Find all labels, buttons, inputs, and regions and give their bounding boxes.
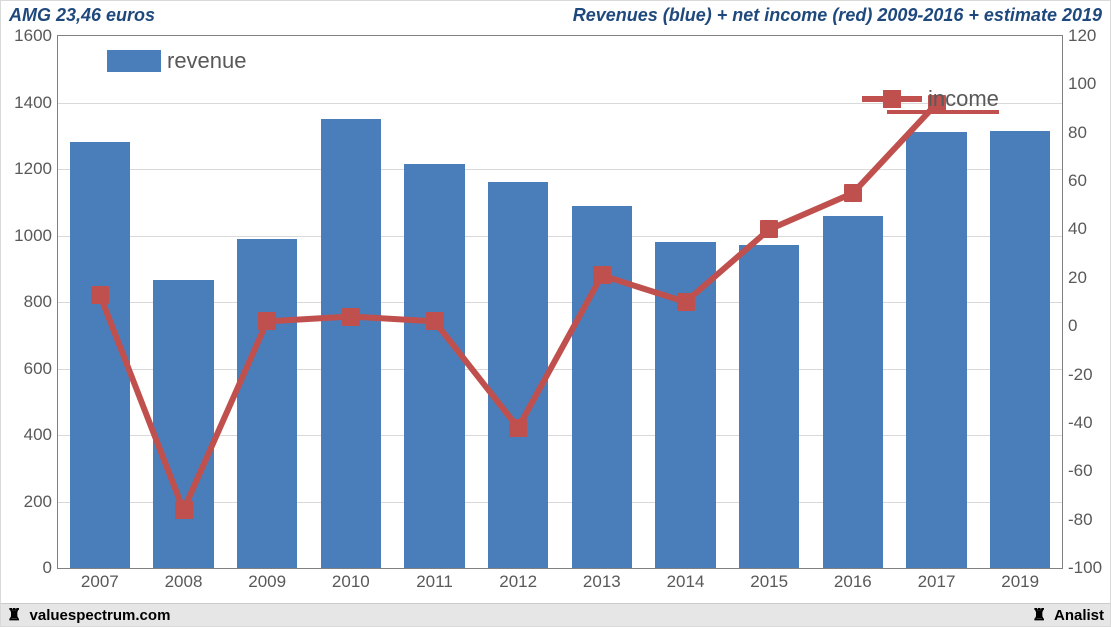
y-right-tick: 0 bbox=[1068, 316, 1077, 336]
y-right-tick: -100 bbox=[1068, 558, 1102, 578]
legend-revenue: revenue bbox=[107, 48, 247, 74]
x-tick: 2012 bbox=[499, 572, 537, 592]
y-left-tick: 1200 bbox=[14, 159, 52, 179]
x-tick: 2010 bbox=[332, 572, 370, 592]
header-right: Revenues (blue) + net income (red) 2009-… bbox=[573, 5, 1102, 26]
income-marker bbox=[175, 501, 193, 519]
income-marker bbox=[91, 286, 109, 304]
x-tick: 2013 bbox=[583, 572, 621, 592]
y-left-tick: 1000 bbox=[14, 226, 52, 246]
chart-footer: ♜ valuespectrum.com ♜ Analist bbox=[1, 603, 1110, 626]
income-marker bbox=[426, 312, 444, 330]
x-tick: 2009 bbox=[248, 572, 286, 592]
y-right-tick: 100 bbox=[1068, 74, 1096, 94]
footer-left: ♜ valuespectrum.com bbox=[7, 607, 170, 624]
legend-revenue-swatch bbox=[107, 50, 161, 72]
x-tick: 2007 bbox=[81, 572, 119, 592]
legend-income-label: income bbox=[928, 86, 999, 112]
x-tick: 2016 bbox=[834, 572, 872, 592]
income-line bbox=[58, 36, 1062, 568]
y-right-tick: -60 bbox=[1068, 461, 1093, 481]
rook-icon: ♜ bbox=[7, 608, 21, 624]
x-tick: 2008 bbox=[165, 572, 203, 592]
income-marker bbox=[760, 220, 778, 238]
legend-revenue-label: revenue bbox=[167, 48, 247, 74]
y-right-tick: 80 bbox=[1068, 123, 1087, 143]
footer-right: ♜ Analist bbox=[1032, 607, 1104, 624]
x-tick: 2017 bbox=[918, 572, 956, 592]
rook-icon: ♜ bbox=[1032, 608, 1046, 624]
y-left-tick: 200 bbox=[24, 492, 52, 512]
y-right-tick: 120 bbox=[1068, 26, 1096, 46]
legend-income-marker bbox=[883, 90, 901, 108]
income-marker bbox=[342, 308, 360, 326]
income-marker bbox=[593, 266, 611, 284]
income-marker bbox=[677, 293, 695, 311]
legend-income-line bbox=[862, 96, 922, 102]
y-right-tick: 60 bbox=[1068, 171, 1087, 191]
y-right-tick: -20 bbox=[1068, 365, 1093, 385]
footer-left-text: valuespectrum.com bbox=[30, 607, 171, 624]
income-marker bbox=[844, 184, 862, 202]
y-left-tick: 400 bbox=[24, 425, 52, 445]
legend-income: income bbox=[862, 86, 999, 112]
y-left-tick: 1400 bbox=[14, 93, 52, 113]
income-marker bbox=[258, 312, 276, 330]
y-left-tick: 800 bbox=[24, 292, 52, 312]
y-left-tick: 0 bbox=[43, 558, 52, 578]
x-tick: 2014 bbox=[667, 572, 705, 592]
x-tick: 2019 bbox=[1001, 572, 1039, 592]
chart-header: AMG 23,46 euros Revenues (blue) + net in… bbox=[9, 3, 1102, 27]
x-tick: 2011 bbox=[416, 572, 453, 592]
footer-right-text: Analist bbox=[1054, 607, 1104, 624]
y-left-tick: 600 bbox=[24, 359, 52, 379]
plot-area: 02004006008001000120014001600-100-80-60-… bbox=[57, 35, 1063, 569]
legend-income-underline bbox=[887, 110, 999, 114]
y-right-tick: 40 bbox=[1068, 219, 1087, 239]
y-right-tick: -40 bbox=[1068, 413, 1093, 433]
y-right-tick: -80 bbox=[1068, 510, 1093, 530]
x-tick: 2015 bbox=[750, 572, 788, 592]
header-left: AMG 23,46 euros bbox=[9, 5, 155, 26]
chart-root: AMG 23,46 euros Revenues (blue) + net in… bbox=[0, 0, 1111, 627]
y-left-tick: 1600 bbox=[14, 26, 52, 46]
income-marker bbox=[509, 419, 527, 437]
y-right-tick: 20 bbox=[1068, 268, 1087, 288]
